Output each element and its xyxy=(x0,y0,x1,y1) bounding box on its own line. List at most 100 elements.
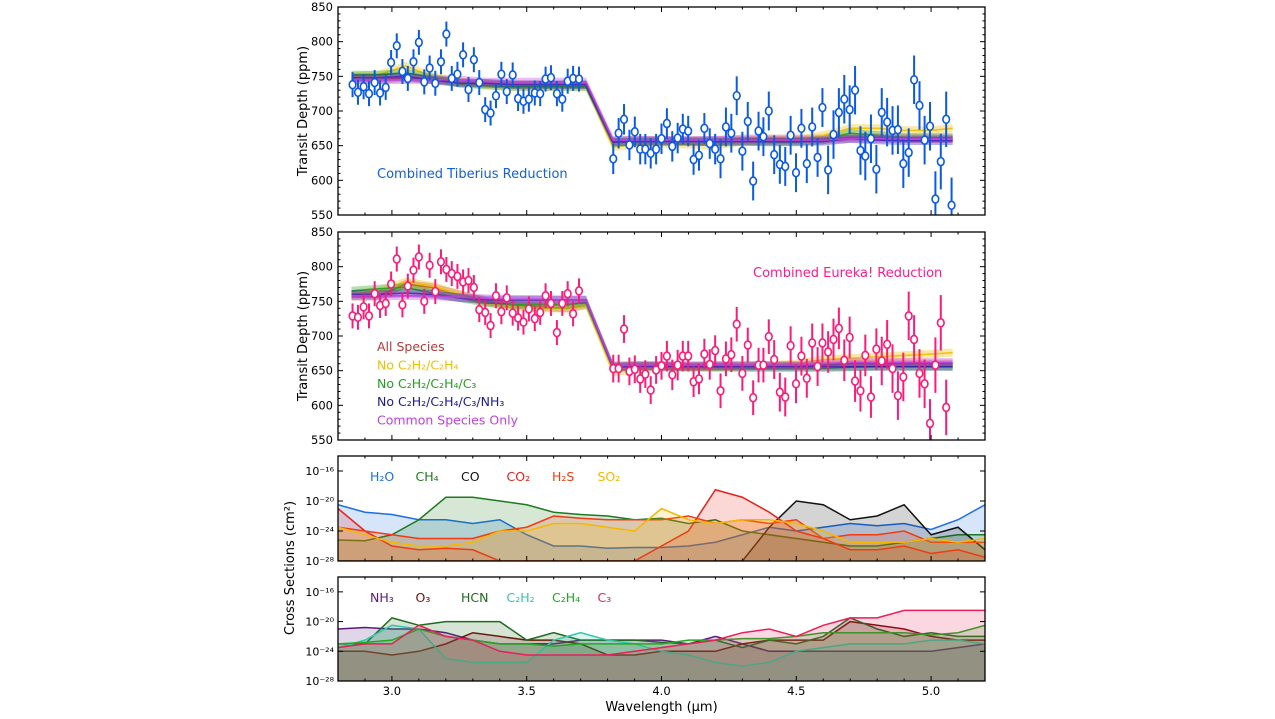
species-label: SO₂ xyxy=(598,469,621,484)
species-label: C₃ xyxy=(598,590,612,605)
data-point xyxy=(381,82,390,93)
data-point xyxy=(348,79,357,90)
data-point xyxy=(552,88,562,99)
legend-item: No C₂H₂/C₂H₄/C₃ xyxy=(377,376,476,391)
plot-area xyxy=(348,21,956,215)
species-line xyxy=(338,617,985,649)
data-point xyxy=(530,313,539,324)
x-tick-label: 3.0 xyxy=(383,684,401,698)
data-point xyxy=(375,88,385,98)
y-tick-label: 10⁻²⁴ xyxy=(305,525,334,538)
data-point xyxy=(936,318,945,328)
data-point xyxy=(641,144,650,154)
legend-item: All Species xyxy=(377,339,445,354)
species-label: CO₂ xyxy=(507,469,531,484)
legend-item: No C₂H₂/C₂H₄/C₃/NH₃ xyxy=(377,394,504,409)
data-point xyxy=(861,151,870,161)
data-point xyxy=(398,299,407,310)
data-point xyxy=(909,334,919,345)
data-point xyxy=(552,327,562,338)
y-tick-label: 750 xyxy=(311,294,333,308)
species-label: H₂S xyxy=(552,469,574,484)
x-tick-label: 4.5 xyxy=(787,684,805,698)
y-tick-label: 700 xyxy=(311,104,333,118)
data-point xyxy=(856,145,865,156)
data-point xyxy=(721,354,731,364)
data-point xyxy=(387,279,396,289)
data-point xyxy=(705,138,714,149)
data-point xyxy=(646,148,655,159)
data-point xyxy=(824,165,833,175)
species-line xyxy=(338,504,985,550)
data-point xyxy=(491,90,501,101)
species-label: CO xyxy=(461,469,480,484)
data-point xyxy=(403,281,412,291)
model-line xyxy=(351,281,953,373)
data-point xyxy=(845,332,854,343)
species-fill xyxy=(338,508,985,561)
data-point xyxy=(883,117,892,127)
data-point xyxy=(797,123,806,134)
data-point xyxy=(568,309,578,319)
data-point xyxy=(925,418,935,429)
data-point xyxy=(497,69,506,80)
data-point xyxy=(877,107,886,118)
data-point xyxy=(834,323,843,334)
data-point xyxy=(475,77,484,88)
data-point xyxy=(770,149,779,160)
data-point xyxy=(850,85,860,95)
y-tick-label: 700 xyxy=(311,329,333,343)
data-point xyxy=(716,154,725,164)
data-point xyxy=(920,135,929,145)
data-point xyxy=(689,154,698,165)
y-tick-label: 550 xyxy=(311,208,333,222)
data-point xyxy=(781,161,790,172)
data-point xyxy=(502,86,511,97)
data-point xyxy=(420,77,429,87)
data-point xyxy=(652,144,661,154)
data-point xyxy=(721,122,731,132)
data-point xyxy=(727,349,736,360)
data-point xyxy=(861,350,870,361)
data-point xyxy=(641,369,650,379)
data-point xyxy=(619,324,629,334)
data-point xyxy=(508,70,517,80)
species-line xyxy=(338,488,985,561)
species-line xyxy=(338,500,985,561)
data-point xyxy=(614,128,623,138)
data-point xyxy=(359,302,368,312)
data-point xyxy=(888,363,897,374)
data-point xyxy=(813,361,822,372)
data-point xyxy=(791,379,801,389)
data-point xyxy=(442,264,451,275)
data-point xyxy=(464,84,473,95)
data-point xyxy=(409,265,418,275)
legend-item: Common Species Only xyxy=(377,413,519,428)
data-point xyxy=(947,200,956,211)
data-point xyxy=(657,133,666,144)
data-point xyxy=(630,364,639,375)
data-point xyxy=(657,361,666,371)
data-point xyxy=(738,146,747,157)
axes-frame xyxy=(337,231,986,441)
species-fill xyxy=(338,501,985,561)
data-point xyxy=(469,54,478,65)
data-point xyxy=(453,69,462,80)
data-point xyxy=(931,194,940,204)
data-point xyxy=(920,379,929,389)
data-point xyxy=(491,290,501,301)
x-tick-label: 3.5 xyxy=(518,684,536,698)
data-point xyxy=(866,133,876,144)
data-point xyxy=(759,131,768,142)
data-point xyxy=(915,100,924,111)
data-point xyxy=(786,130,795,141)
axes-frame xyxy=(337,576,986,682)
data-point xyxy=(502,293,511,303)
data-point xyxy=(711,345,720,356)
data-point xyxy=(442,29,451,39)
data-point xyxy=(541,290,550,301)
species-line xyxy=(338,507,985,547)
data-point xyxy=(931,360,940,370)
data-point xyxy=(524,94,533,105)
y-tick-label: 600 xyxy=(311,173,333,187)
